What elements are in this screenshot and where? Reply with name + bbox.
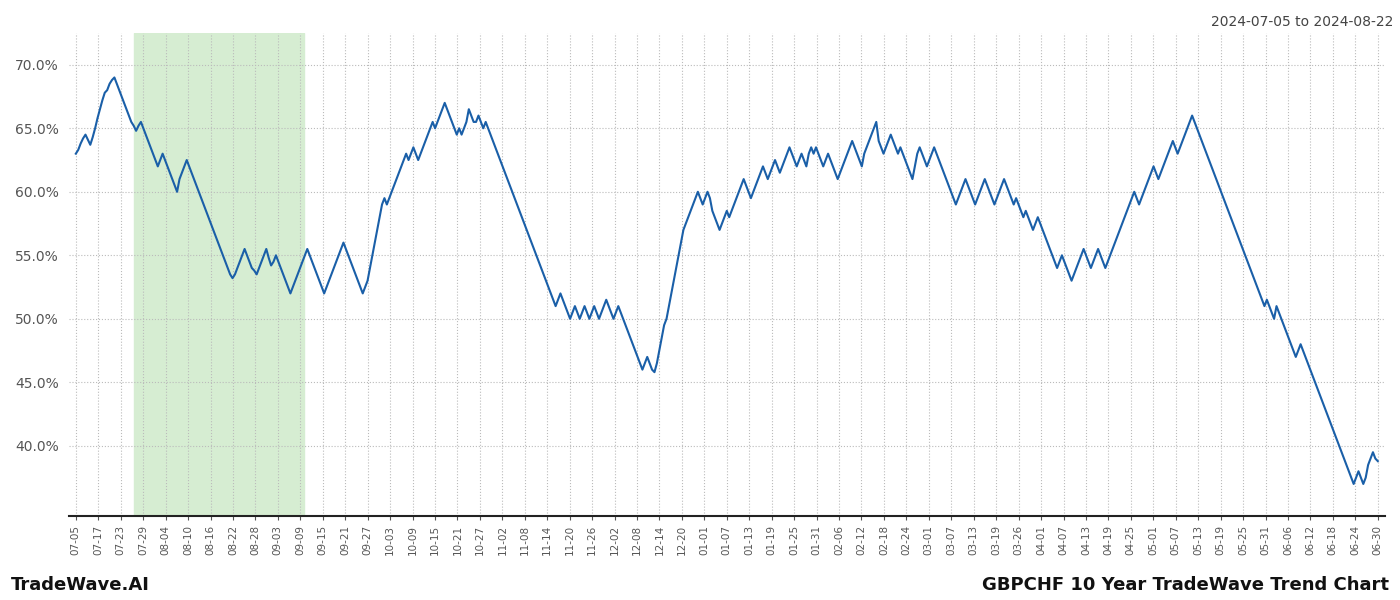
Text: TradeWave.AI: TradeWave.AI [11,576,150,594]
Bar [134,33,304,516]
Text: GBPCHF 10 Year TradeWave Trend Chart: GBPCHF 10 Year TradeWave Trend Chart [981,576,1389,594]
Text: 2024-07-05 to 2024-08-22: 2024-07-05 to 2024-08-22 [1211,15,1393,29]
